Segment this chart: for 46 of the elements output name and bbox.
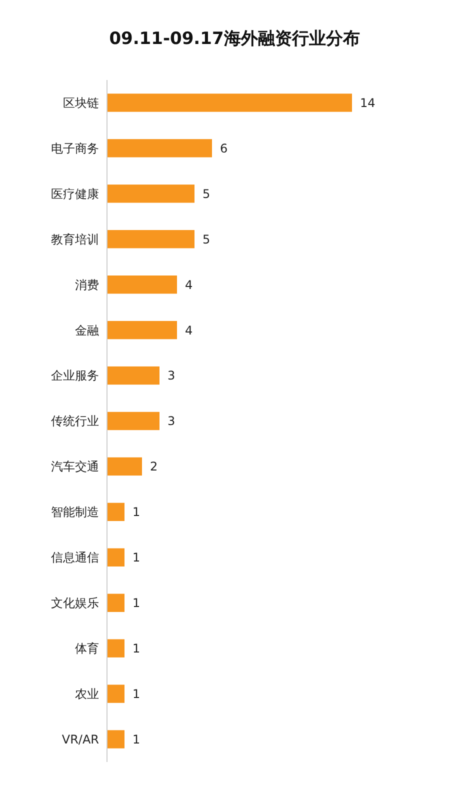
bar — [107, 457, 142, 476]
y-tick-label: 体育 — [75, 642, 99, 656]
y-tick-label: 企业服务 — [51, 368, 99, 383]
y-tick-label: 金融 — [75, 323, 99, 338]
y-tick-label: 信息通信 — [51, 550, 99, 565]
bar — [107, 412, 160, 430]
y-tick-label: 电子商务 — [51, 141, 99, 156]
bar — [107, 276, 177, 294]
bar — [107, 594, 124, 612]
bar — [107, 320, 177, 340]
y-tick-label: 传统行业 — [51, 414, 99, 428]
data-label: 14 — [360, 96, 376, 110]
data-label: 1 — [132, 732, 140, 746]
bar — [107, 184, 194, 203]
data-label: 2 — [150, 460, 158, 474]
bar — [107, 730, 124, 748]
y-tick-label: 汽车交通 — [51, 460, 99, 474]
y-tick-label: 文化娱乐 — [51, 596, 99, 610]
y-tick-label: 医疗健康 — [51, 186, 99, 201]
y-tick-label: 区块链 — [63, 96, 99, 110]
data-label: 1 — [132, 550, 140, 565]
data-label: 5 — [202, 232, 210, 246]
bar — [107, 548, 124, 566]
data-label: 5 — [202, 186, 210, 201]
data-label: 4 — [185, 278, 193, 292]
bar — [107, 639, 124, 658]
bar — [107, 94, 352, 112]
data-label: 1 — [132, 642, 140, 656]
data-label: 4 — [185, 323, 193, 338]
bar — [107, 230, 194, 248]
y-tick-label: 智能制造 — [51, 505, 99, 520]
data-label: 3 — [168, 368, 176, 383]
data-label: 3 — [168, 414, 176, 428]
y-tick-label: 消费 — [75, 278, 99, 292]
data-label: 1 — [132, 687, 140, 701]
bar — [107, 139, 212, 158]
data-label: 1 — [132, 505, 140, 520]
y-tick-label: 农业 — [75, 687, 99, 701]
bar — [107, 684, 124, 703]
bar — [107, 502, 124, 522]
data-label: 6 — [220, 141, 228, 156]
y-tick-label: VR/AR — [62, 732, 99, 746]
bar — [107, 366, 160, 385]
chart-title: 09.11-09.17海外融资行业分布 — [109, 29, 360, 49]
data-label: 1 — [132, 596, 140, 610]
y-tick-label: 教育培训 — [51, 232, 99, 246]
